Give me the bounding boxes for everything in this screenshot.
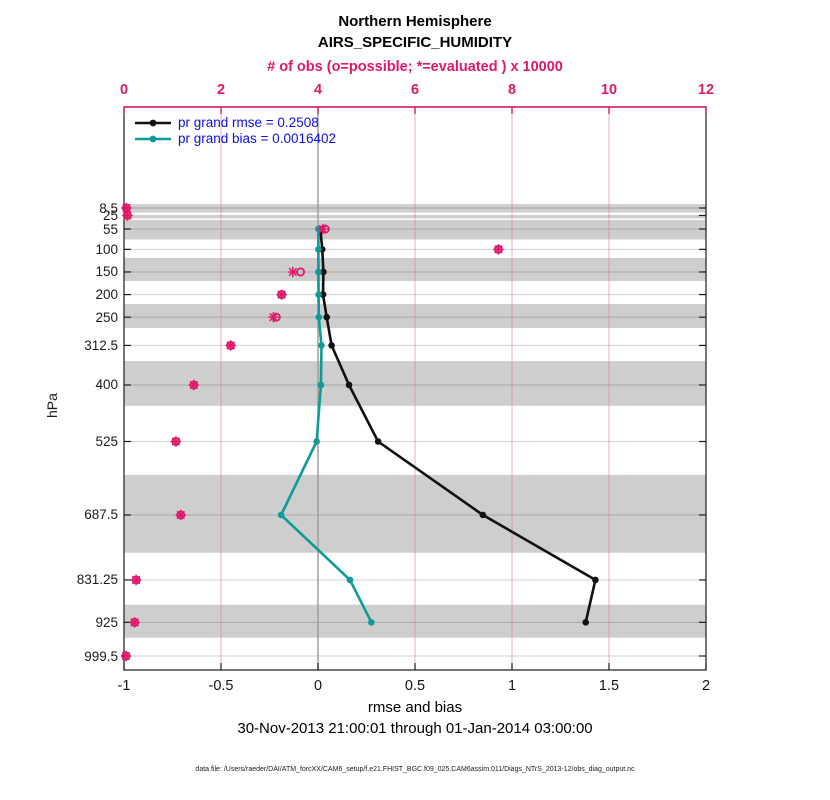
legend-line-bias-icon — [135, 135, 171, 143]
obs-evaluated-marker — [130, 618, 139, 627]
top-tick-label: 0 — [119, 82, 129, 98]
series-marker — [328, 342, 335, 349]
datafile-footnote: data file: /Users/raeder/DAI/ATM_forcXX/… — [195, 766, 635, 773]
left-tick-label: 8.5 — [99, 200, 118, 216]
obs-evaluated-marker — [171, 437, 180, 446]
series-marker — [346, 576, 354, 584]
top-axis-label: # of obs (o=possible; *=evaluated ) x 10… — [267, 59, 563, 75]
left-tick-label: 25 — [102, 207, 118, 223]
bottom-tick-label: 1 — [507, 678, 517, 694]
top-tick-label: 4 — [313, 82, 323, 98]
left-tick-label: 525 — [95, 433, 118, 449]
plot-title-variable: AIRS_SPECIFIC_HUMIDITY — [317, 34, 513, 51]
series-marker — [345, 381, 353, 389]
top-tick-label: 2 — [216, 82, 226, 98]
series-marker — [277, 511, 285, 519]
series-marker — [374, 438, 382, 445]
series-marker — [315, 268, 322, 276]
series-marker — [315, 246, 322, 253]
obs-evaluated-marker — [132, 575, 141, 584]
legend-line-rmse-icon — [135, 119, 171, 127]
obs-evaluated-marker — [226, 341, 235, 350]
obs-evaluated-marker — [494, 245, 503, 254]
obs-evaluated-marker — [269, 313, 278, 322]
left-tick-label: 250 — [95, 309, 118, 325]
series-marker — [320, 268, 327, 276]
bottom-tick-label: -1 — [117, 678, 131, 694]
legend-item-rmse: pr grand rmse = 0.2508 — [134, 115, 336, 131]
series-marker — [315, 291, 322, 298]
left-tick-label: 925 — [95, 614, 118, 630]
series-marker — [315, 313, 323, 321]
series-marker — [313, 438, 320, 445]
bottom-tick-label: 0 — [313, 678, 323, 694]
legend: pr grand rmse = 0.2508 pr grand bias = 0… — [134, 115, 336, 147]
obs-evaluated-marker — [318, 225, 327, 234]
left-tick-label: 831.25 — [76, 572, 118, 588]
obs-evaluated-marker — [277, 290, 286, 299]
left-tick-label: 999.5 — [84, 648, 118, 664]
series-marker — [317, 381, 325, 389]
obs-evaluated-marker — [122, 203, 131, 213]
left-tick-label: 200 — [95, 287, 118, 303]
bottom-tick-label: 0.5 — [404, 678, 426, 694]
top-tick-label: 12 — [697, 82, 715, 98]
obs-evaluated-marker — [176, 510, 185, 519]
timespan-subtitle: 30-Nov-2013 21:00:01 through 01-Jan-2014… — [237, 720, 593, 737]
series-line-pr-grand-bias — [279, 229, 373, 623]
left-tick-label: 100 — [95, 241, 118, 257]
series-marker — [368, 619, 375, 626]
obs-evaluated-marker — [121, 651, 130, 661]
y-axis-label: hPa — [44, 393, 60, 418]
series-marker — [582, 619, 590, 626]
series-marker — [592, 576, 599, 584]
left-tick-label: 55 — [102, 221, 118, 237]
bottom-tick-label: 2 — [701, 678, 711, 694]
series-marker — [323, 313, 331, 321]
left-tick-label: 400 — [95, 377, 118, 393]
left-tick-label: 150 — [95, 264, 118, 280]
left-tick-label: 312.5 — [84, 337, 118, 353]
x-axis-label: rmse and bias — [367, 699, 463, 716]
top-tick-label: 8 — [507, 82, 517, 98]
plot-title-region: Northern Hemisphere — [338, 13, 492, 30]
obs-evaluated-marker — [123, 211, 132, 220]
legend-label-rmse: pr grand rmse = 0.2508 — [178, 115, 319, 130]
obs-evaluated-marker — [288, 267, 297, 276]
top-tick-label: 6 — [410, 82, 420, 98]
series-line-pr-grand-rmse — [319, 228, 597, 623]
bottom-tick-label: -0.5 — [208, 678, 234, 694]
series-marker — [318, 342, 325, 349]
legend-item-bias: pr grand bias = 0.0016402 — [134, 131, 336, 147]
left-tick-label: 687.5 — [84, 507, 118, 523]
bottom-tick-label: 1.5 — [598, 678, 620, 694]
top-tick-label: 10 — [600, 82, 618, 98]
legend-label-bias: pr grand bias = 0.0016402 — [178, 131, 336, 146]
series-marker — [479, 511, 487, 519]
obs-evaluated-marker — [189, 380, 198, 389]
